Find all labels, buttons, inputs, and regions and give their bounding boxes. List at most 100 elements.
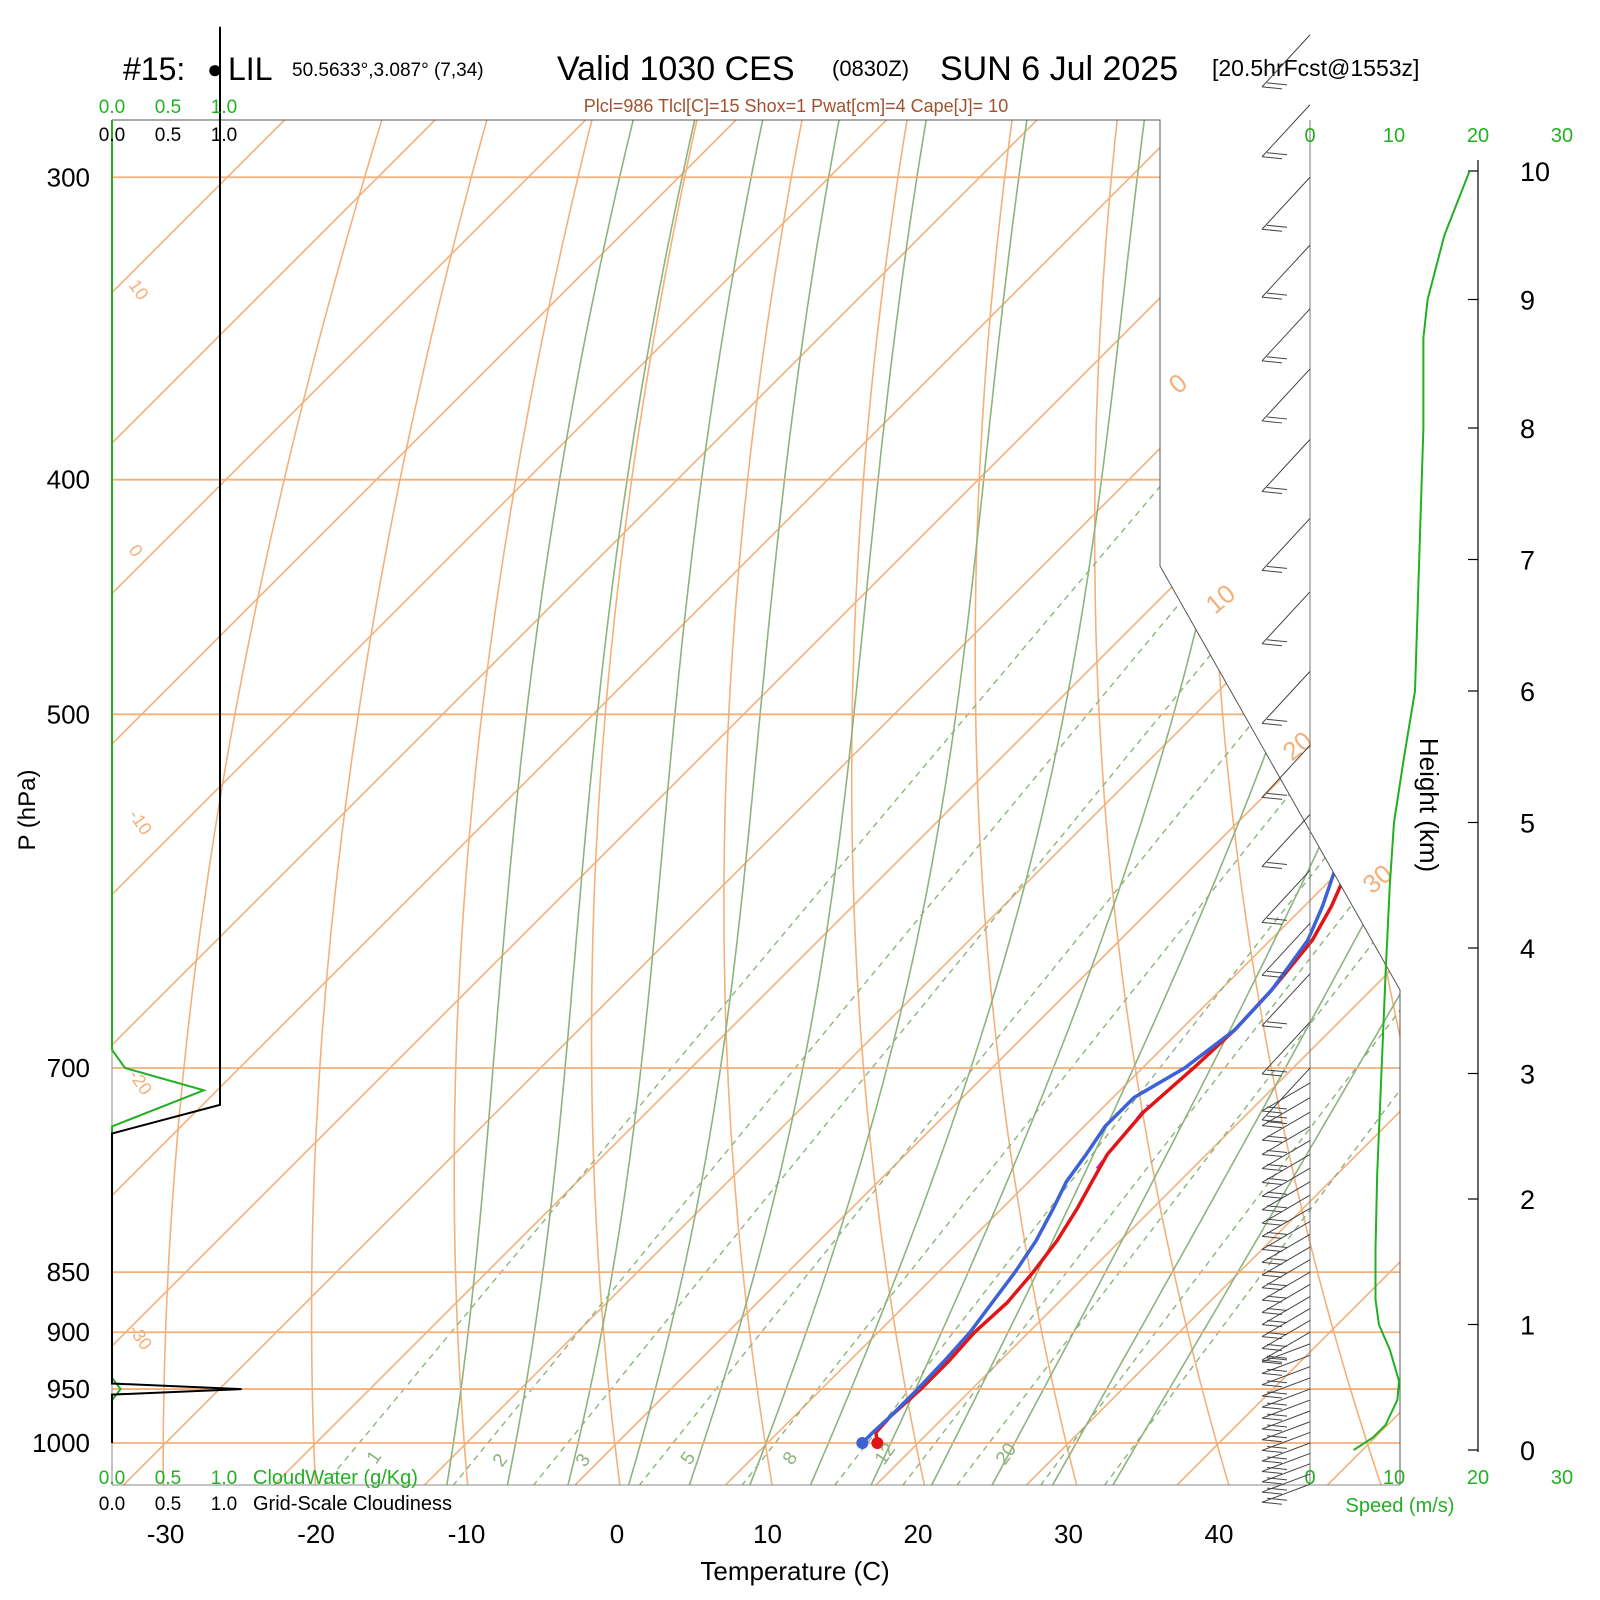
moist-adiabat bbox=[625, 120, 877, 1485]
cloudiness-label: Grid-Scale Cloudiness bbox=[253, 1493, 452, 1515]
speed-tick-top: 0 bbox=[1304, 125, 1315, 147]
wind-barb-staff bbox=[1261, 591, 1311, 645]
cloudiness-tick-bottom: 0.0 bbox=[99, 1494, 125, 1515]
wind-barb bbox=[1261, 869, 1311, 925]
wind-barb-staff bbox=[1261, 745, 1311, 798]
wind-barb-feather bbox=[1261, 921, 1283, 925]
pressure-tick-label: 1000 bbox=[32, 1428, 90, 1458]
wind-barb-feather bbox=[1266, 1307, 1288, 1311]
wind-barb bbox=[1261, 745, 1311, 800]
moist-adiabat-label: 10 bbox=[1200, 578, 1241, 620]
wind-barb-feather bbox=[1261, 86, 1283, 90]
mixing-ratio-line bbox=[316, 479, 1167, 1485]
isotherm bbox=[113, 120, 1400, 1485]
wind-barb bbox=[1261, 308, 1311, 364]
isobars bbox=[112, 176, 1400, 1444]
temperature-tick-label: 10 bbox=[753, 1519, 782, 1549]
wind-barb-feather bbox=[1266, 1380, 1288, 1384]
station-coords: 50.5633°,3.087° (7,34) bbox=[292, 60, 484, 81]
wind-barb bbox=[1261, 368, 1311, 424]
forecast-info: [20.5hrFcst@1553z] bbox=[1212, 55, 1419, 81]
wind-barb-feather bbox=[1261, 796, 1283, 800]
wind-barb-staff bbox=[1261, 1111, 1311, 1141]
wind-barb-feather bbox=[1261, 1209, 1283, 1213]
wind-barb-feather bbox=[1261, 1324, 1283, 1328]
wind-barb-staff bbox=[1261, 1259, 1311, 1289]
dry-adiabat bbox=[723, 120, 841, 1485]
wind-barb-feather bbox=[1261, 1235, 1283, 1239]
wind-barb-feather bbox=[1266, 1069, 1288, 1073]
moist-adiabat bbox=[564, 120, 804, 1485]
isotherm bbox=[112, 120, 613, 1485]
wind-barb bbox=[1261, 1483, 1311, 1505]
wind-barb bbox=[1261, 1021, 1311, 1077]
temperature-tick-label: 0 bbox=[610, 1519, 624, 1549]
moist-adiabat bbox=[745, 120, 1057, 1485]
wind-barb bbox=[1261, 1111, 1311, 1143]
height-tick-label: 8 bbox=[1520, 414, 1535, 444]
isotherm bbox=[112, 120, 463, 1485]
wind-barb bbox=[1261, 1463, 1311, 1485]
wind-barb-feather bbox=[1261, 1417, 1283, 1421]
isotherm bbox=[715, 120, 1400, 1485]
wind-barb-feather bbox=[1261, 420, 1283, 424]
mixing-ratio-label: 1 bbox=[363, 1447, 386, 1468]
wind-barb-feather bbox=[1261, 1372, 1283, 1376]
cloudiness-tick-top: 0.0 bbox=[99, 125, 125, 146]
dry-adiabat bbox=[850, 120, 941, 1485]
wind-barb-staff bbox=[1261, 869, 1311, 923]
moist-adiabat-label: 0 bbox=[1163, 367, 1193, 399]
wind-barb-feather bbox=[1261, 491, 1283, 495]
plot-area bbox=[112, 120, 1400, 1485]
wind-barb-feather bbox=[1266, 1164, 1288, 1168]
wind-barb-feather bbox=[1266, 356, 1288, 360]
wind-barb-feather bbox=[1266, 1402, 1288, 1406]
plot-outline bbox=[111, 119, 1401, 1486]
wind-barb bbox=[1261, 1442, 1311, 1464]
wind-barb-feather bbox=[1266, 1477, 1288, 1481]
wind-barb bbox=[1261, 1284, 1311, 1315]
wind-barb-feather bbox=[1266, 1343, 1288, 1347]
pressure-tick-label: 400 bbox=[47, 465, 90, 495]
dry-adiabats bbox=[162, 120, 1400, 1485]
height-tick-label: 4 bbox=[1520, 934, 1535, 964]
wind-barb-staff bbox=[1261, 1388, 1311, 1408]
wind-barb-feather bbox=[1261, 1336, 1283, 1340]
temperature-tick-label: -20 bbox=[297, 1519, 335, 1549]
cloudwater-profile bbox=[111, 120, 207, 1401]
wind-barb bbox=[1261, 1377, 1311, 1399]
wind-barb-feather bbox=[1266, 1320, 1288, 1324]
wind-barb-staff bbox=[1261, 1473, 1311, 1493]
wind-barb-feather bbox=[1261, 228, 1283, 232]
wind-barb bbox=[1261, 176, 1311, 232]
wind-barb bbox=[1261, 1246, 1311, 1278]
isotherm bbox=[414, 120, 1400, 1485]
cloudiness-profile bbox=[111, 26, 242, 1443]
wind-barb-feather bbox=[1261, 1139, 1283, 1143]
wind-barb bbox=[1261, 1154, 1311, 1185]
wind-barb-feather bbox=[1266, 917, 1288, 921]
wind-barb-feather bbox=[1266, 1435, 1288, 1439]
wind-barb bbox=[1261, 1354, 1311, 1376]
wind-barb-feather bbox=[1266, 1191, 1288, 1195]
cloud-panel bbox=[111, 26, 242, 1443]
mixing-ratio-line bbox=[445, 479, 1284, 1485]
height-tick-label: 0 bbox=[1520, 1436, 1535, 1466]
isotherm bbox=[112, 120, 1215, 1485]
speed-axis-title: Speed (m/s) bbox=[1346, 1495, 1455, 1517]
dry-adiabat-label: -30 bbox=[125, 1321, 156, 1354]
wind-barb-feather bbox=[1266, 1424, 1288, 1428]
isotherm bbox=[112, 120, 1065, 1485]
temperature-profile bbox=[874, 120, 1400, 1444]
wind-barb-feather bbox=[1266, 1456, 1288, 1460]
wind-barb-feather bbox=[1266, 1257, 1288, 1261]
wind-barb bbox=[1261, 671, 1311, 726]
wind-barb-feather bbox=[1261, 1119, 1283, 1123]
wind-barb bbox=[1261, 1221, 1311, 1252]
wind-barb-feather bbox=[1261, 1110, 1283, 1114]
wind-barb-feather bbox=[1261, 296, 1283, 300]
height-tick-label: 5 bbox=[1520, 809, 1535, 839]
wind-barb-feather bbox=[1266, 1295, 1288, 1299]
wind-barb-feather bbox=[1266, 1270, 1288, 1274]
moist-adiabat bbox=[444, 120, 681, 1485]
